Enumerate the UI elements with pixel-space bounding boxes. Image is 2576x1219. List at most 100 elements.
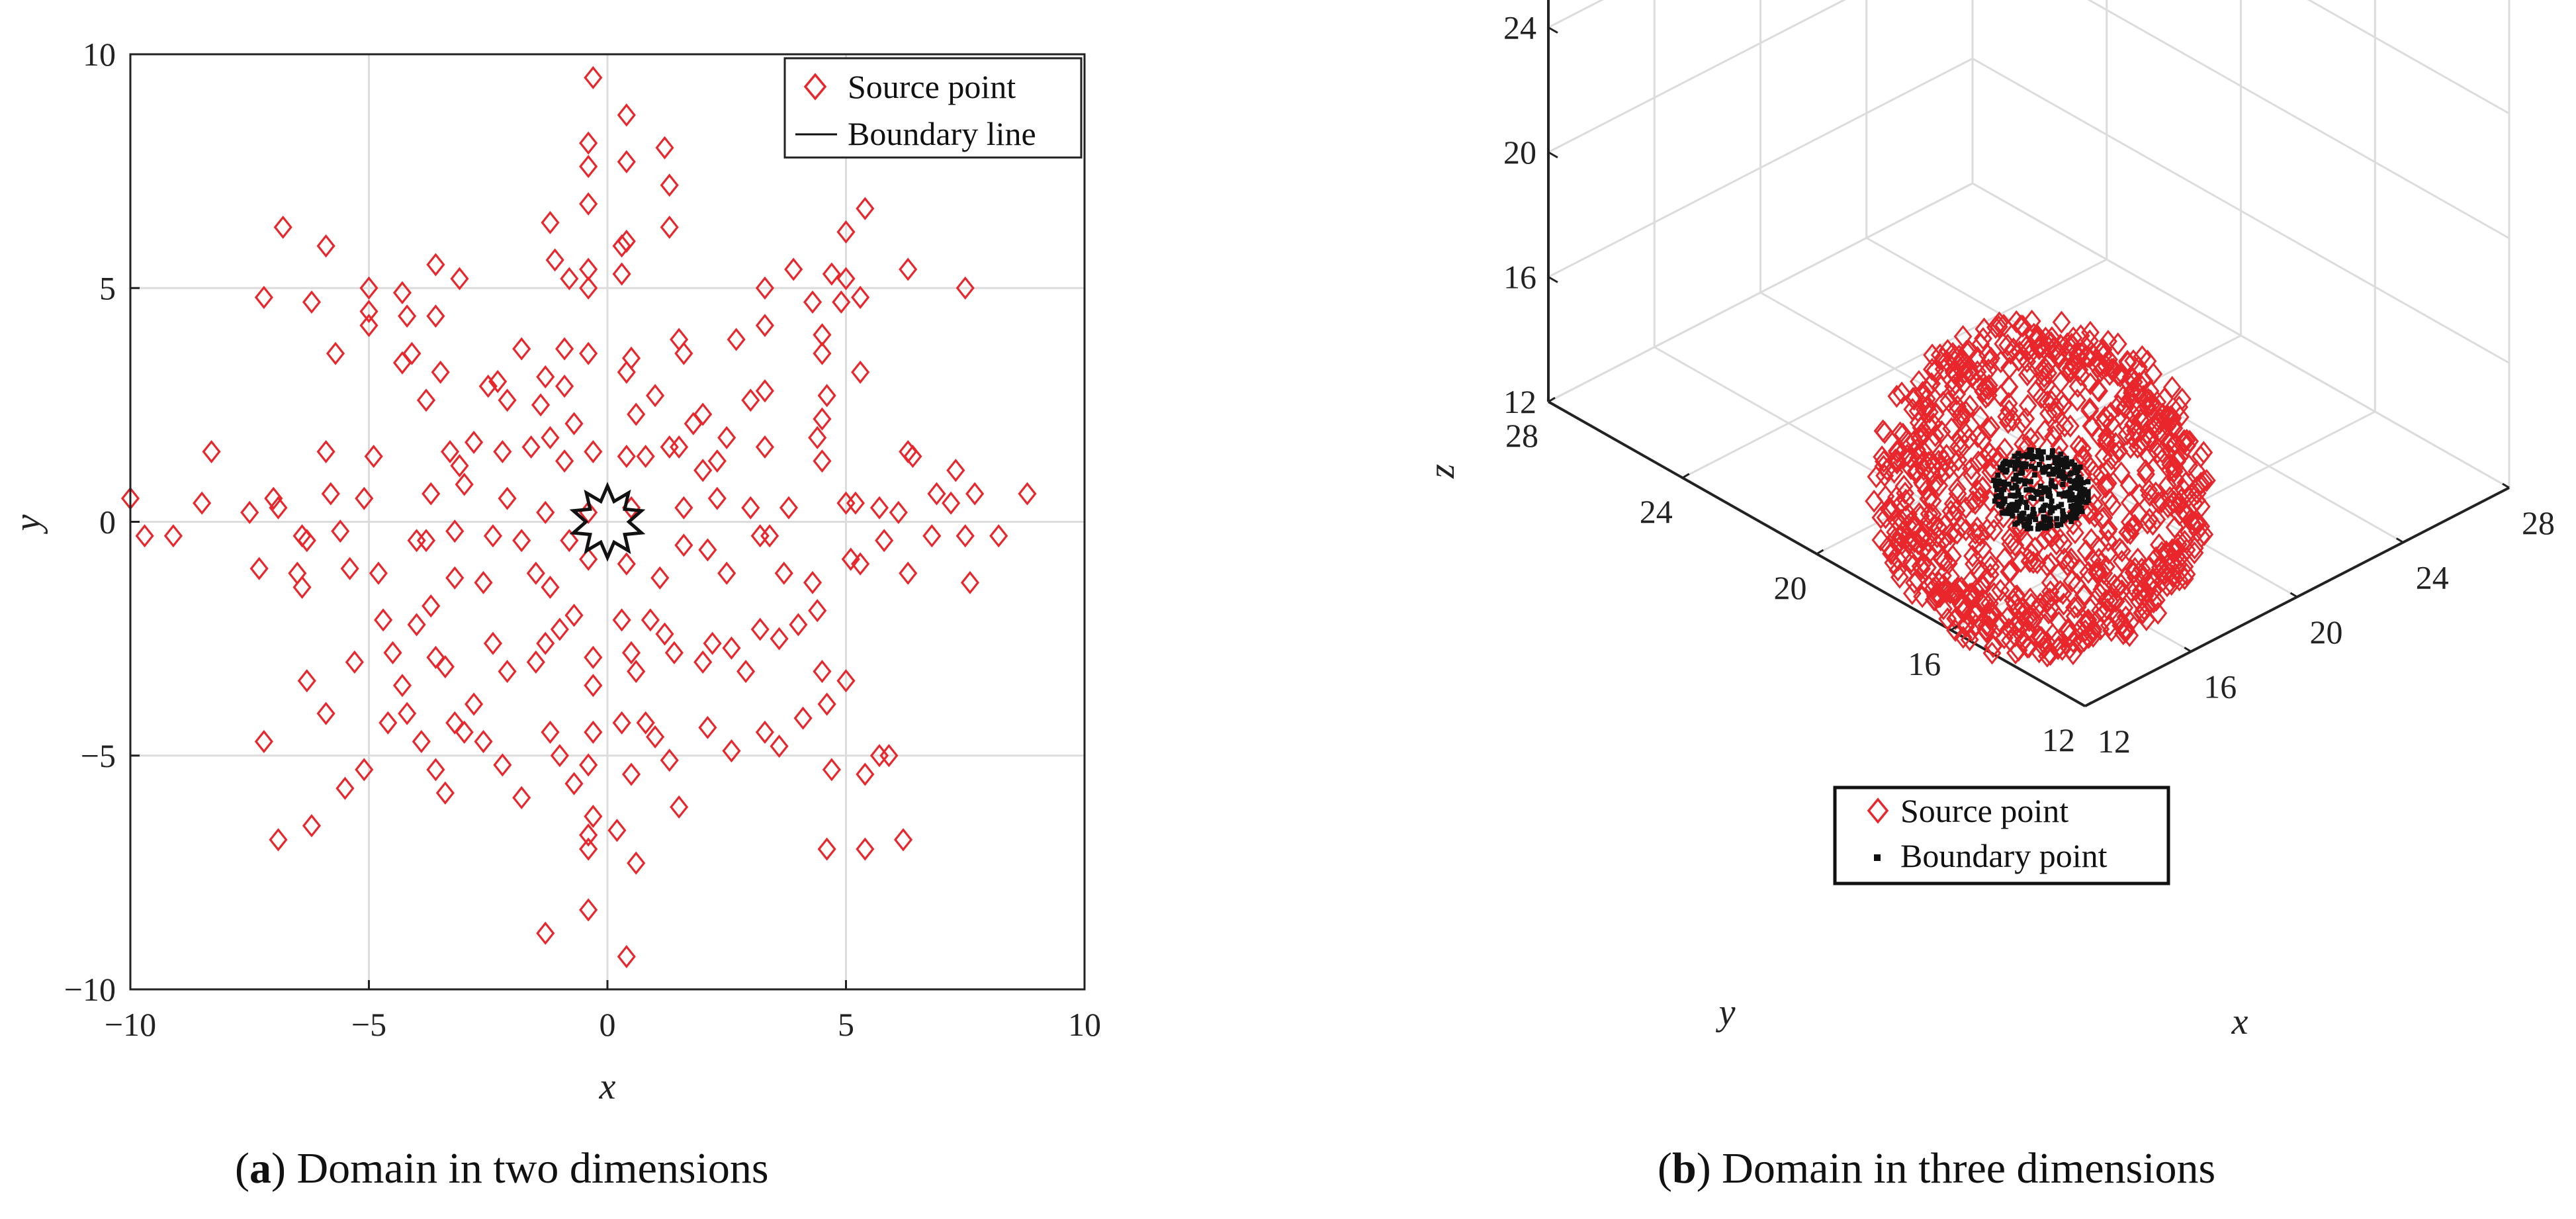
source-point-3d bbox=[1933, 564, 1952, 588]
boundary-point-3d bbox=[2073, 497, 2079, 503]
source-point-3d bbox=[1976, 375, 1995, 399]
source-point-3d bbox=[2075, 583, 2094, 607]
source-point-3d bbox=[2135, 369, 2154, 393]
source-point-marker bbox=[392, 281, 412, 304]
source-point-3d bbox=[2044, 425, 2063, 449]
source-point-marker bbox=[636, 711, 655, 735]
source-point-3d bbox=[1957, 400, 1976, 424]
source-point-3d bbox=[1881, 496, 1900, 520]
source-point-marker bbox=[760, 524, 779, 548]
boundary-point-3d bbox=[2017, 517, 2023, 523]
source-point-3d bbox=[2020, 550, 2039, 573]
boundary-point-3d bbox=[2022, 481, 2028, 487]
source-point-3d bbox=[2000, 375, 2019, 399]
source-point-marker bbox=[836, 267, 856, 291]
boundary-point-3d bbox=[2043, 465, 2049, 471]
boundary-point-3d bbox=[2023, 500, 2029, 506]
source-point-3d bbox=[1926, 424, 1945, 447]
source-point-3d bbox=[2083, 343, 2102, 367]
source-point-3d bbox=[2163, 551, 2182, 574]
boundary-point-3d bbox=[2019, 466, 2025, 472]
source-point-marker bbox=[584, 674, 603, 698]
boundary-point-3d bbox=[2068, 504, 2074, 509]
source-point-3d bbox=[2133, 345, 2152, 369]
tick-mark-z3d bbox=[1548, 151, 1558, 159]
boundary-point-3d bbox=[2013, 462, 2018, 468]
boundary-point-3d bbox=[2012, 466, 2018, 472]
source-point-3d bbox=[1896, 488, 1916, 512]
boundary-point-3d bbox=[2061, 493, 2066, 499]
source-point-3d bbox=[1942, 417, 1961, 441]
legend-3d-source-point-marker bbox=[1867, 797, 1889, 824]
tick-mark-x3d bbox=[2289, 592, 2298, 598]
source-point-marker bbox=[755, 435, 774, 459]
tick-label-z3d: 24 bbox=[1503, 9, 1536, 46]
source-point-3d bbox=[1961, 582, 1980, 606]
source-point-marker bbox=[355, 758, 374, 782]
boundary-point-3d bbox=[2023, 478, 2029, 484]
source-point-marker bbox=[254, 285, 273, 309]
source-point-3d bbox=[2118, 349, 2137, 373]
boundary-point-3d bbox=[2002, 484, 2008, 490]
source-point-marker bbox=[636, 445, 655, 469]
source-point-3d bbox=[2106, 590, 2125, 613]
source-point-3d bbox=[2098, 471, 2117, 495]
source-point-marker bbox=[536, 921, 555, 945]
boundary-point-3d bbox=[2065, 514, 2070, 520]
boundary-point-3d bbox=[2029, 463, 2035, 469]
source-point-marker bbox=[364, 445, 383, 469]
source-point-3d bbox=[2178, 503, 2197, 527]
source-point-marker bbox=[493, 753, 512, 777]
source-point-marker bbox=[483, 524, 503, 548]
source-point-marker bbox=[813, 660, 832, 684]
source-point-marker bbox=[441, 439, 460, 464]
source-point-3d bbox=[1998, 334, 2018, 357]
source-point-marker bbox=[955, 524, 975, 548]
source-point-3d bbox=[2047, 338, 2066, 361]
source-point-3d bbox=[2162, 572, 2181, 596]
source-point-3d bbox=[1968, 345, 1987, 369]
boundary-point-3d bbox=[2077, 464, 2083, 470]
source-point-3d bbox=[2149, 602, 2168, 625]
source-point-3d bbox=[2008, 584, 2027, 608]
tick-mark-z3d bbox=[1548, 400, 1558, 408]
source-point-marker bbox=[422, 482, 441, 506]
boundary-point-3d bbox=[2006, 508, 2012, 514]
source-point-3d bbox=[1968, 360, 1987, 384]
boundary-point-3d bbox=[2045, 455, 2051, 461]
source-point-3d bbox=[1971, 332, 1990, 356]
source-point-marker bbox=[660, 748, 679, 772]
source-point-3d bbox=[1984, 582, 2004, 606]
boundary-point-3d bbox=[2052, 460, 2058, 465]
grid-back-left-horizontal bbox=[2307, 0, 2510, 114]
source-point-marker bbox=[1018, 482, 1037, 506]
source-point-3d bbox=[2018, 635, 2037, 659]
source-point-3d bbox=[2072, 630, 2092, 654]
panel-b-xlabel: x bbox=[2231, 1001, 2248, 1042]
source-point-3d bbox=[1981, 606, 2000, 629]
boundary-point-3d bbox=[2041, 487, 2047, 493]
panel-a-ticks: −10 −5 0 5 10 −10 −5 0 5 10 bbox=[64, 36, 1101, 1043]
source-point-marker bbox=[302, 814, 322, 838]
boundary-point-3d bbox=[2000, 467, 2006, 473]
source-point-3d bbox=[2037, 553, 2057, 577]
panel-a-legend-box bbox=[783, 57, 1083, 159]
boundary-point-3d bbox=[2014, 520, 2020, 526]
source-point-marker bbox=[488, 369, 508, 394]
source-point-3d bbox=[2084, 459, 2103, 483]
source-point-marker bbox=[564, 604, 584, 627]
source-point-marker bbox=[292, 575, 312, 599]
source-point-3d bbox=[2102, 412, 2121, 435]
boundary-point-3d bbox=[2049, 483, 2055, 489]
source-point-3d bbox=[2039, 402, 2058, 426]
source-point-3d bbox=[2096, 555, 2115, 578]
source-point-3d bbox=[2052, 389, 2071, 413]
source-point-3d bbox=[1891, 523, 1910, 547]
source-point-marker bbox=[302, 290, 322, 314]
source-point-marker bbox=[955, 276, 975, 300]
source-point-3d bbox=[2153, 541, 2172, 564]
source-point-3d bbox=[2058, 332, 2077, 355]
boundary-point-3d bbox=[2078, 498, 2084, 504]
legend-source-point-label: Source point bbox=[848, 68, 1016, 105]
